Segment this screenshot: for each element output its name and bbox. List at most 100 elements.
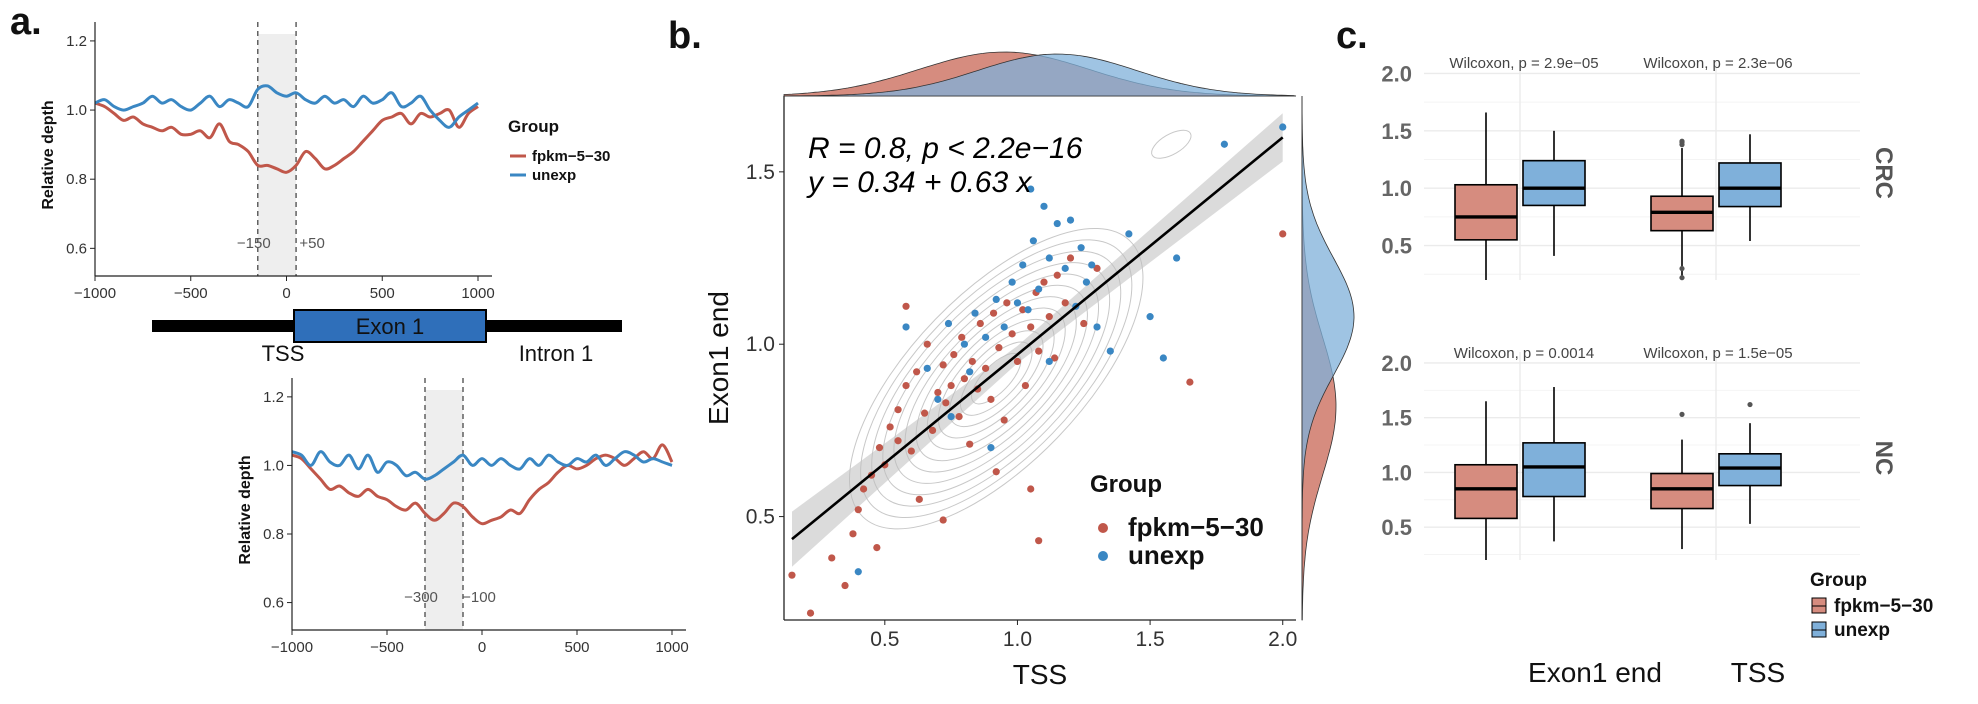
scatter-point xyxy=(1035,347,1043,355)
scatter-point xyxy=(854,568,862,576)
wilcoxon-pvalue: Wilcoxon, p = 2.9e−05 xyxy=(1449,55,1598,72)
y-tick-label: 0.5 xyxy=(746,506,775,529)
density-contour xyxy=(1151,129,1192,159)
x-tick-label: −1000 xyxy=(74,285,116,302)
box-outlier xyxy=(1679,275,1685,281)
line-series xyxy=(291,443,674,526)
regression-line xyxy=(791,136,1284,541)
scatter-point xyxy=(1021,381,1030,390)
scatter-point xyxy=(960,375,968,383)
scatter-point xyxy=(1279,230,1287,238)
box xyxy=(1522,442,1586,498)
scatter-point xyxy=(1093,264,1101,272)
legend-label: fpkm−5−30 xyxy=(1834,596,1933,617)
scatter-point xyxy=(1040,278,1048,286)
legend-title: Group xyxy=(1090,471,1162,498)
scatter-point xyxy=(923,340,931,348)
panel-a-bottom-plot: 0.6 0.8 1.0 1.2 −1000 −500 0 500 1000 Relative de… xyxy=(237,378,689,656)
scatter-point xyxy=(928,426,937,434)
scatter-point xyxy=(1035,537,1043,545)
x-tick-label: 1.5 xyxy=(1135,628,1164,651)
scatter-point xyxy=(915,495,923,503)
scatter-point xyxy=(1045,254,1053,262)
scatter-point xyxy=(1125,230,1133,238)
scatter-point xyxy=(806,609,815,617)
legend-label: fpkm−5−30 xyxy=(532,148,610,165)
scatter-point xyxy=(966,368,974,376)
x-tick-label: TSS xyxy=(1731,657,1785,688)
scatter-point xyxy=(982,364,990,372)
scatter-point xyxy=(1027,185,1035,193)
y-tick-label: 0.6 xyxy=(66,240,87,257)
density-contour xyxy=(871,250,1122,507)
scatter-point xyxy=(934,395,942,403)
scatter-point xyxy=(1279,123,1287,131)
intron-label: Intron 1 xyxy=(519,341,594,366)
scatter-point xyxy=(1066,216,1075,224)
scatter-point xyxy=(849,530,857,538)
marginal-density-top xyxy=(783,51,1297,97)
x-tick-label: 1000 xyxy=(655,639,688,656)
scatter-point xyxy=(992,468,1000,476)
scatter-point xyxy=(902,302,910,310)
x-tick-label: −1000 xyxy=(271,639,313,656)
y-tick-label: 0.5 xyxy=(1381,234,1412,259)
x-tick-label: 0 xyxy=(282,285,290,302)
shaded-window xyxy=(425,390,463,630)
scatter-point xyxy=(873,544,881,552)
exon-label: Exon 1 xyxy=(356,314,425,339)
scatter-point xyxy=(1173,254,1181,262)
scatter-point xyxy=(1080,319,1088,328)
scatter-point xyxy=(1045,313,1053,321)
scatter-point xyxy=(1000,323,1008,331)
box xyxy=(1454,183,1518,241)
x-axis-label: TSS xyxy=(1013,659,1067,690)
scatter-point xyxy=(913,368,921,376)
panel-label-a: a. xyxy=(10,1,42,43)
y-tick-label: 1.0 xyxy=(1381,176,1412,201)
scatter-point xyxy=(1019,261,1027,269)
scatter-point xyxy=(828,554,836,562)
scatter-point xyxy=(934,388,942,397)
scatter-point xyxy=(902,323,910,331)
panel-c-legend: Group fpkm−5−30 unexp xyxy=(1810,570,1933,641)
scatter-point xyxy=(1088,261,1096,269)
correlation-annotation: R = 0.8, p < 2.2e−16 xyxy=(808,132,1083,165)
box-outlier xyxy=(1747,401,1753,408)
scatter-point xyxy=(942,399,950,407)
scatter-point xyxy=(989,309,998,317)
density-unexp xyxy=(1301,95,1355,621)
scatter-point xyxy=(907,447,915,455)
exon-box xyxy=(293,309,487,343)
box xyxy=(1454,463,1518,520)
scatter-point xyxy=(1146,313,1154,321)
scatter-point xyxy=(894,437,902,445)
scatter-point xyxy=(947,381,955,390)
x-tick-label: 2.0 xyxy=(1268,628,1297,651)
density-contour xyxy=(860,239,1133,519)
scatter-point xyxy=(1053,271,1061,279)
y-tick-label: 1.0 xyxy=(1381,460,1412,485)
y-tick-label: 1.5 xyxy=(746,161,775,184)
scatter-point xyxy=(788,571,796,579)
y-tick-label: 0.6 xyxy=(263,595,284,612)
scatter-point xyxy=(894,406,902,414)
window-label: +50 xyxy=(299,235,324,252)
scatter-point xyxy=(1035,285,1043,293)
scatter-point xyxy=(950,350,958,359)
shaded-window xyxy=(257,34,297,276)
box-outlier xyxy=(1679,265,1685,272)
tss-label: TSS xyxy=(262,341,305,366)
scatter-point xyxy=(1045,357,1053,366)
scatter-point xyxy=(968,357,976,366)
scatter-point xyxy=(976,319,984,328)
scatter-point xyxy=(1024,306,1032,314)
scatter-point xyxy=(1053,219,1061,228)
x-tick-label: 1000 xyxy=(461,285,494,302)
scatter-point xyxy=(944,319,953,328)
scatter-point xyxy=(1186,378,1194,386)
scatter-point xyxy=(1093,323,1101,331)
scatter-point xyxy=(1019,306,1027,314)
scatter-point xyxy=(947,413,955,421)
